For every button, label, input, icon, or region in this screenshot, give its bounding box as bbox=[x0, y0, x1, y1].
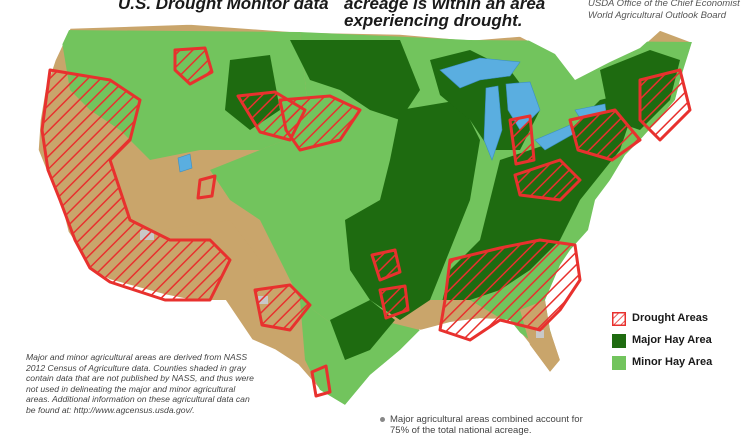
data-notes: Major and minor agricultural areas are d… bbox=[26, 352, 254, 415]
unpublished-counties-fl bbox=[536, 330, 544, 338]
legend-item-drought: Drought Areas bbox=[612, 310, 742, 332]
drought-new-england bbox=[638, 68, 692, 142]
header-center-title-line1: acreage is within an area bbox=[344, 0, 546, 13]
dark-green-swatch-icon bbox=[612, 334, 626, 348]
drought-colorado bbox=[196, 174, 217, 200]
drought-areas bbox=[40, 46, 692, 398]
footnote-line2: 75% of the total national acreage. bbox=[390, 425, 532, 436]
drought-texas-west bbox=[253, 283, 312, 332]
bullet-icon bbox=[380, 417, 385, 422]
legend-label-drought: Drought Areas bbox=[632, 312, 708, 324]
major-hay-texas bbox=[330, 300, 395, 360]
lake-michigan bbox=[483, 85, 503, 161]
drought-michigan bbox=[508, 114, 536, 166]
lake-superior bbox=[439, 57, 521, 89]
light-green-swatch-icon bbox=[612, 356, 626, 370]
drought-washington bbox=[173, 46, 214, 86]
source-credit-line1: USDA Office of the Chief Economist bbox=[588, 0, 740, 9]
legend-label-major-hay: Major Hay Area bbox=[632, 334, 712, 346]
drought-new-york bbox=[568, 108, 642, 162]
drought-ohio-valley bbox=[513, 158, 582, 202]
major-hay-north-plains bbox=[290, 40, 420, 120]
map-legend: Drought Areas Major Hay Area Minor Hay A… bbox=[612, 310, 742, 376]
drought-texas-south bbox=[310, 364, 332, 398]
legend-item-minor-hay: Minor Hay Area bbox=[612, 354, 742, 376]
drought-west bbox=[40, 68, 232, 302]
header-center-title-line2: experiencing drought. bbox=[344, 11, 523, 30]
drought-oklahoma bbox=[370, 248, 402, 282]
source-credit-line2: World Agricultural Outlook Board bbox=[588, 10, 726, 21]
legend-label-minor-hay: Minor Hay Area bbox=[632, 356, 713, 368]
drought-dakotas bbox=[278, 94, 362, 152]
header-left-title: U.S. Drought Monitor data bbox=[118, 0, 329, 13]
hatched-red-swatch-icon bbox=[612, 312, 626, 326]
footnote-line1: Major agricultural areas combined accoun… bbox=[390, 414, 583, 425]
drought-arkansas bbox=[378, 284, 410, 320]
great-salt-lake bbox=[177, 153, 193, 173]
legend-item-major-hay: Major Hay Area bbox=[612, 332, 742, 354]
drought-southeast bbox=[438, 238, 582, 342]
